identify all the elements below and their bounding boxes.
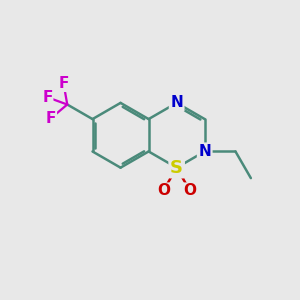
Text: S: S <box>170 159 183 177</box>
Text: F: F <box>42 90 53 105</box>
Text: O: O <box>157 183 170 198</box>
Text: F: F <box>58 76 69 91</box>
Text: N: N <box>198 144 211 159</box>
Text: N: N <box>170 95 183 110</box>
Text: O: O <box>183 183 196 198</box>
Text: F: F <box>46 110 56 125</box>
